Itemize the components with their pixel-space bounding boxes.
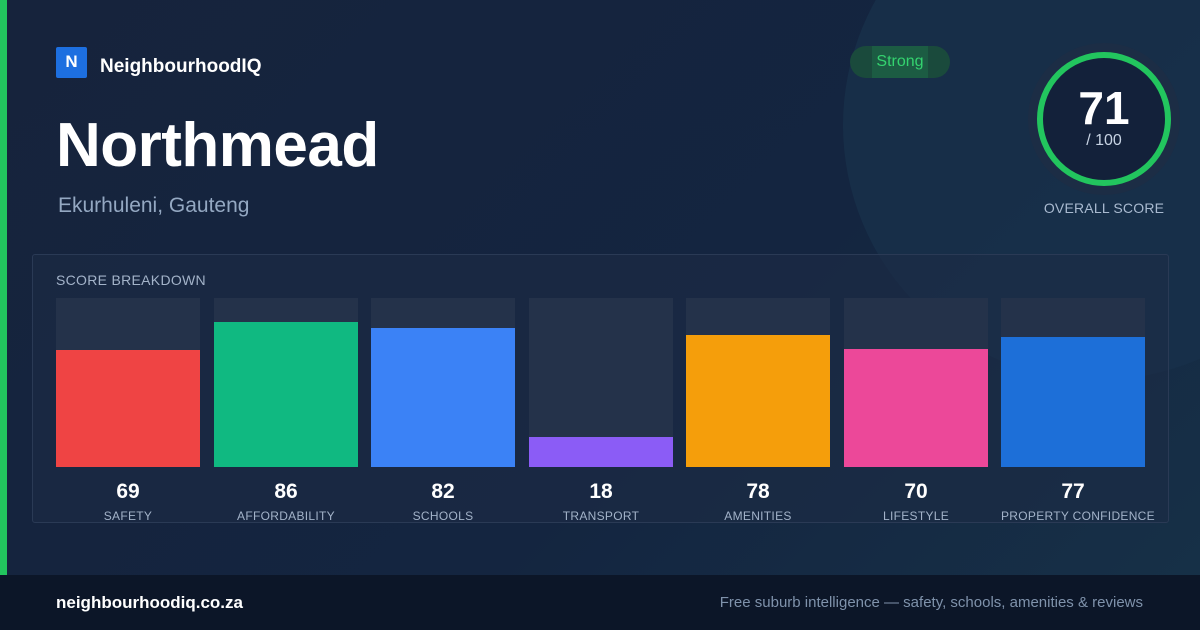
breakdown-bar-transport: 18 TRANSPORT — [529, 298, 673, 523]
suburb-title: Northmead — [56, 111, 379, 180]
breakdown-bar-safety: 69 SAFETY — [56, 298, 200, 523]
bar-value: 86 — [274, 480, 298, 503]
bar-track — [371, 298, 515, 467]
bar-fill — [214, 322, 358, 467]
bar-fill — [371, 328, 515, 467]
bar-label: LIFESTYLE — [882, 509, 950, 523]
bar-fill — [1001, 337, 1145, 467]
suburb-location: Ekurhuleni, Gauteng — [58, 194, 250, 217]
overall-score-max: / 100 — [1086, 132, 1122, 149]
bar-value: 77 — [1061, 480, 1085, 503]
bar-value: 18 — [589, 480, 613, 503]
bar-track — [56, 298, 200, 467]
brand-logo-icon: N — [56, 46, 87, 78]
overall-score-ring: 71 / 100 — [1028, 43, 1180, 195]
bar-value: 70 — [904, 480, 928, 503]
accent-bar — [0, 0, 7, 575]
bar-fill — [844, 349, 988, 467]
bar-value: 69 — [116, 480, 140, 503]
bar-label: AFFORDABILITY — [237, 509, 335, 523]
rating-badge-label: Strong — [876, 53, 924, 70]
bar-track — [1001, 298, 1145, 467]
bar-value: 78 — [746, 480, 770, 503]
footer: neighbourhoodiq.co.za Free suburb intell… — [0, 575, 1200, 630]
breakdown-bar-lifestyle: 70 LIFESTYLE — [844, 298, 988, 523]
bar-track — [529, 298, 673, 467]
overall-score-caption: OVERALL SCORE — [1043, 200, 1165, 216]
breakdown-bar-affordability: 86 AFFORDABILITY — [214, 298, 358, 523]
overall-score-value: 71 — [1078, 82, 1130, 134]
brand-name: NeighbourhoodIQ — [100, 56, 262, 77]
score-breakdown-panel: SCORE BREAKDOWN 69 SAFETY 86 AFFORDABILITY 8… — [32, 254, 1169, 523]
bar-label: AMENITIES — [724, 509, 792, 523]
share-card: N NeighbourhoodIQ Northmead Ekurhuleni, … — [0, 0, 1200, 575]
bar-track — [214, 298, 358, 467]
breakdown-title: SCORE BREAKDOWN — [56, 272, 206, 288]
bar-fill — [686, 335, 830, 467]
bar-track — [686, 298, 830, 467]
rating-badge: Strong — [850, 46, 950, 78]
footer-domain: neighbourhoodiq.co.za — [56, 593, 243, 612]
brand: N NeighbourhoodIQ — [56, 46, 261, 78]
bar-fill — [529, 437, 673, 467]
score-ring-graphic — [1028, 43, 1180, 195]
breakdown-bar-property-confidence: 77 PROPERTY CONFIDENCE — [1001, 298, 1155, 523]
bar-label: PROPERTY CONFIDENCE — [1001, 509, 1155, 523]
bar-label: SCHOOLS — [412, 509, 474, 523]
bar-fill — [56, 350, 200, 467]
bar-track — [844, 298, 988, 467]
breakdown-bar-amenities: 78 AMENITIES — [686, 298, 830, 523]
bar-label: SAFETY — [103, 509, 153, 523]
breakdown-bar-schools: 82 SCHOOLS — [371, 298, 515, 523]
footer-tagline: Free suburb intelligence — safety, schoo… — [719, 594, 1143, 611]
bar-value: 82 — [431, 480, 455, 503]
bar-label: TRANSPORT — [562, 509, 640, 523]
